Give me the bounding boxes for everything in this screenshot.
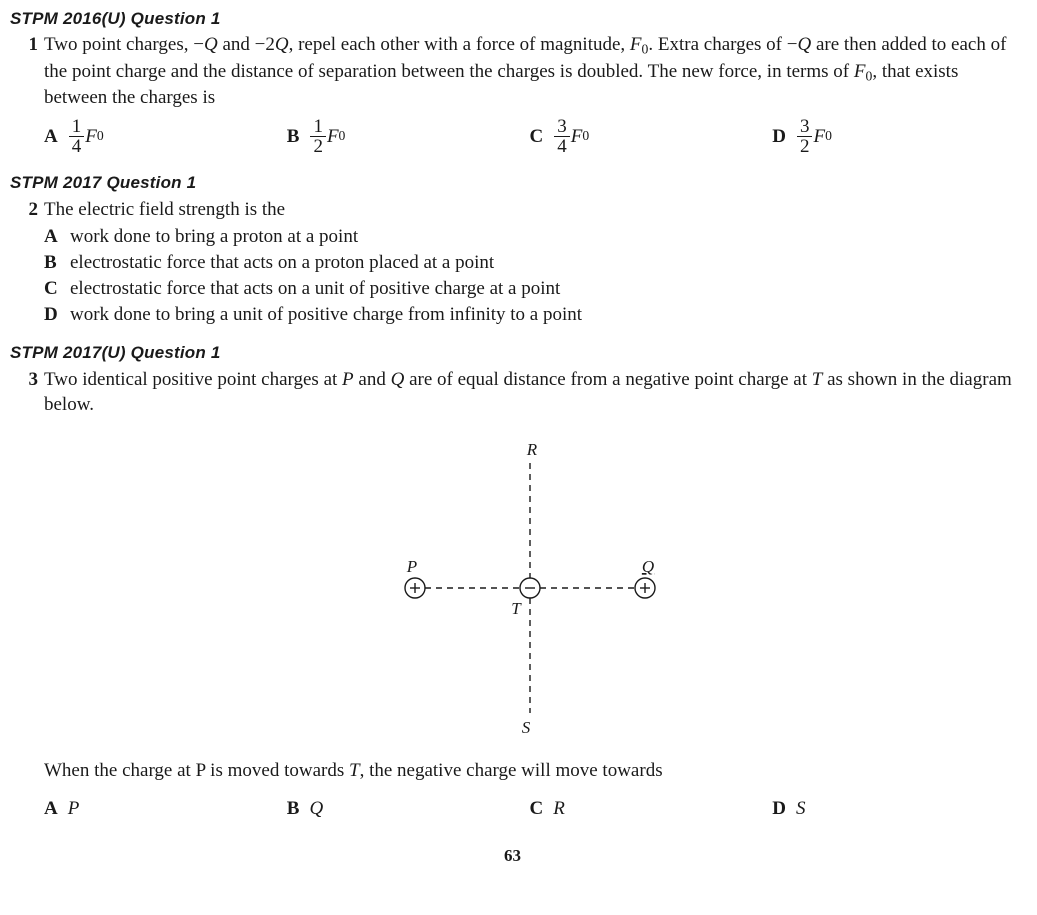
q1-choice-d: D 3 2 F0	[772, 114, 1015, 158]
q3-diagram: P Q R S T	[44, 433, 1015, 750]
fraction: 3 2	[797, 117, 813, 156]
svg-text:R: R	[525, 440, 537, 459]
q2-source: STPM 2017 Question 1	[10, 172, 1015, 194]
q2-number: 2	[10, 197, 44, 222]
q3-choice-b: B Q	[287, 787, 530, 831]
q2-choice-c: C electrostatic force that acts on a uni…	[44, 276, 1015, 301]
q1-number: 1	[10, 32, 44, 57]
fraction: 1 2	[310, 117, 326, 156]
q3-source: STPM 2017(U) Question 1	[10, 342, 1015, 364]
q2: 2 The electric field strength is the A w…	[10, 197, 1015, 328]
q3-choice-a: A P	[44, 787, 287, 831]
svg-text:S: S	[521, 718, 530, 737]
q3-followup: When the charge at P is moved towards T,…	[44, 758, 1015, 783]
q1-choice-a: A 1 4 F0	[44, 114, 287, 158]
q3-number: 3	[10, 367, 44, 392]
q2-choice-d: D work done to bring a unit of positive …	[44, 302, 1015, 327]
choice-text: S	[796, 796, 806, 821]
charge-diagram-svg: P Q R S T	[360, 433, 700, 743]
q1: 1 Two point charges, −Q and −2Q, repel e…	[10, 32, 1015, 158]
q1-choices: A 1 4 F0 B 1 2 F0 C 3 4 F0	[44, 114, 1015, 158]
svg-text:Q: Q	[641, 557, 653, 576]
q3-choices: A P B Q C R D S	[44, 787, 1015, 831]
q3-choice-d: D S	[772, 787, 1015, 831]
svg-text:P: P	[405, 557, 416, 576]
q1-choice-b: B 1 2 F0	[287, 114, 530, 158]
q3-stem: Two identical positive point charges at …	[44, 367, 1015, 417]
svg-text:T: T	[511, 599, 522, 618]
q3-choice-c: C R	[530, 787, 773, 831]
q1-source: STPM 2016(U) Question 1	[10, 8, 1015, 30]
q2-stem: The electric field strength is the	[44, 197, 1015, 222]
choice-text: R	[553, 796, 565, 821]
q2-choice-b: B electrostatic force that acts on a pro…	[44, 250, 1015, 275]
q2-choice-a: A work done to bring a proton at a point	[44, 224, 1015, 249]
q2-choices: A work done to bring a proton at a point…	[44, 224, 1015, 327]
choice-text: P	[68, 796, 80, 821]
choice-text: electrostatic force that acts on a unit …	[70, 276, 560, 301]
fraction: 3 4	[554, 117, 570, 156]
fraction: 1 4	[69, 117, 85, 156]
choice-text: work done to bring a unit of positive ch…	[70, 302, 582, 327]
choice-text: work done to bring a proton at a point	[70, 224, 358, 249]
q3: 3 Two identical positive point charges a…	[10, 367, 1015, 831]
choice-text: Q	[309, 796, 323, 821]
q1-choice-c: C 3 4 F0	[530, 114, 773, 158]
q1-stem: Two point charges, −Q and −2Q, repel eac…	[44, 32, 1015, 110]
choice-text: electrostatic force that acts on a proto…	[70, 250, 494, 275]
page-number: 63	[10, 845, 1015, 867]
